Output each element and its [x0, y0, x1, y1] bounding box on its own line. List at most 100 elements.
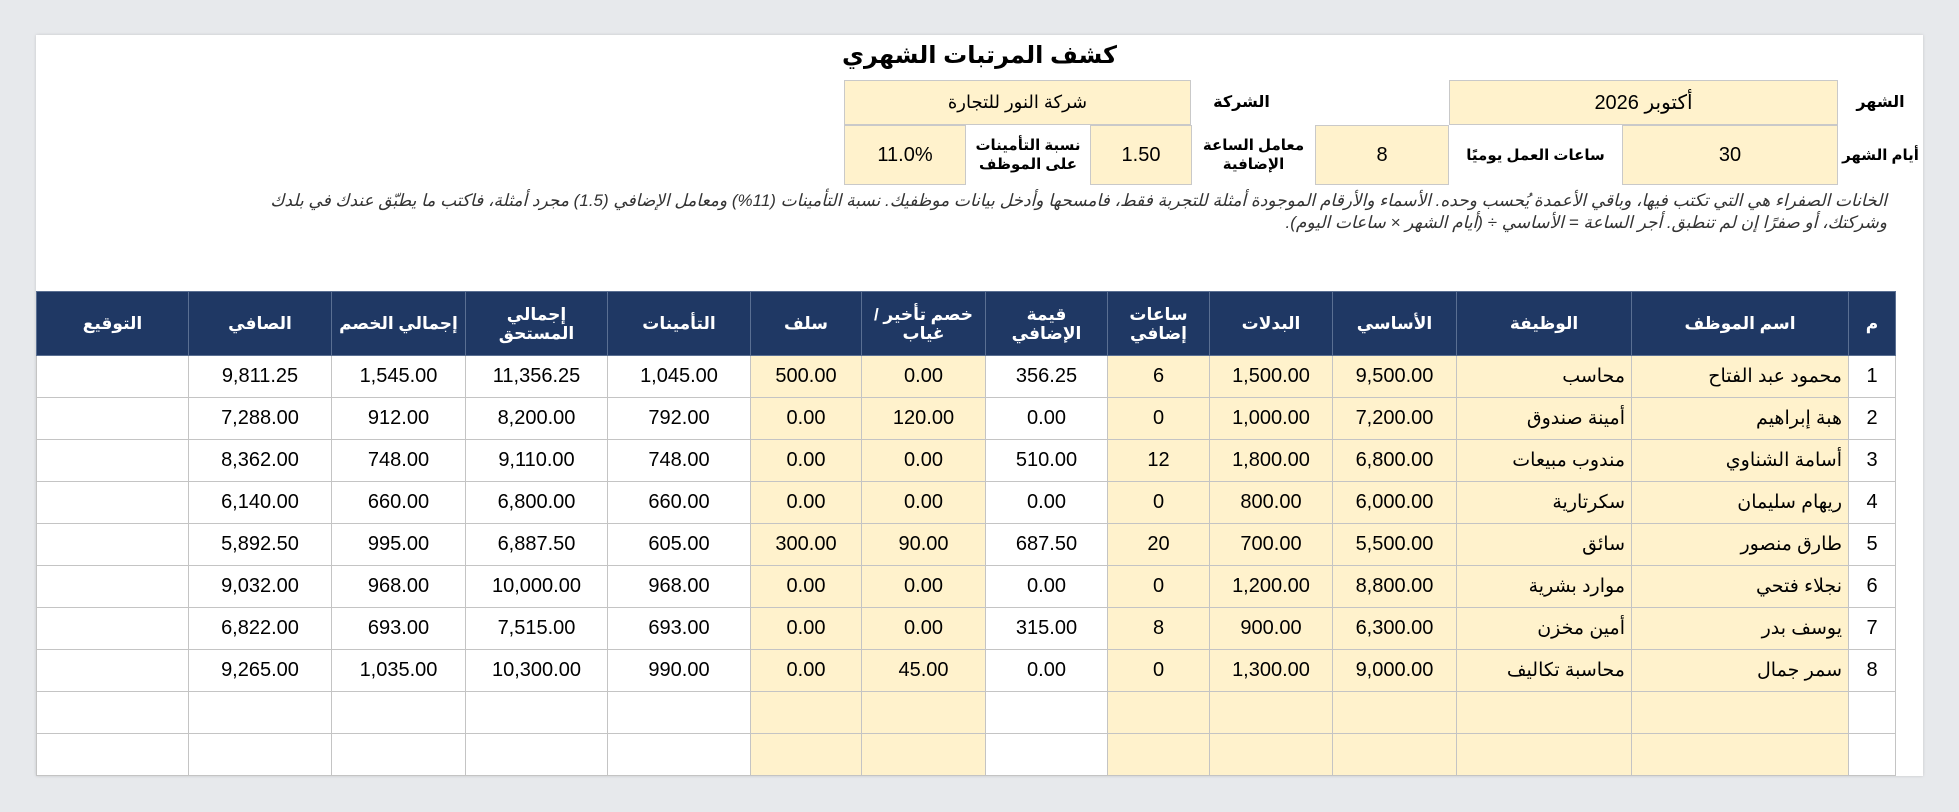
cell-ot-hours[interactable]: 0 — [1107, 397, 1210, 440]
insurance-rate-input[interactable]: 11.0% — [844, 125, 966, 185]
cell-signature[interactable] — [36, 733, 189, 776]
cell-allowances[interactable]: 800.00 — [1209, 481, 1333, 524]
cell-signature[interactable] — [36, 565, 189, 608]
cell-job[interactable]: مندوب مبيعات — [1456, 439, 1632, 482]
cell-total-deduction: 968.00 — [331, 565, 466, 608]
cell-ot-hours[interactable] — [1107, 691, 1210, 734]
hours-input[interactable]: 8 — [1315, 125, 1449, 185]
cell-job[interactable]: سكرتارية — [1456, 481, 1632, 524]
col-header-net: الصافي — [188, 291, 332, 356]
cell-basic[interactable]: 5,500.00 — [1332, 523, 1457, 566]
cell-job[interactable] — [1456, 691, 1632, 734]
cell-late-deduction[interactable] — [861, 733, 986, 776]
cell-job[interactable]: محاسب — [1456, 355, 1632, 398]
cell-job[interactable]: أمين مخزن — [1456, 607, 1632, 650]
overtime-factor-input[interactable]: 1.50 — [1090, 125, 1192, 185]
cell-allowances[interactable]: 900.00 — [1209, 607, 1333, 650]
cell-name[interactable]: أسامة الشناوي — [1631, 439, 1849, 482]
cell-total-deduction: 912.00 — [331, 397, 466, 440]
cell-ot-hours[interactable]: 6 — [1107, 355, 1210, 398]
cell-ot-hours[interactable]: 0 — [1107, 565, 1210, 608]
cell-basic[interactable]: 7,200.00 — [1332, 397, 1457, 440]
cell-late-deduction[interactable]: 0.00 — [861, 607, 986, 650]
cell-basic[interactable]: 9,000.00 — [1332, 649, 1457, 692]
cell-advances[interactable]: 0.00 — [750, 607, 862, 650]
cell-basic[interactable] — [1332, 691, 1457, 734]
cell-insurance: 1,045.00 — [607, 355, 751, 398]
cell-basic[interactable]: 8,800.00 — [1332, 565, 1457, 608]
payroll-table: م اسم الموظف الوظيفة الأساسي البدلات ساع… — [36, 291, 1896, 776]
cell-name[interactable] — [1631, 733, 1849, 776]
cell-late-deduction[interactable]: 90.00 — [861, 523, 986, 566]
cell-advances[interactable] — [750, 733, 862, 776]
cell-name[interactable]: يوسف بدر — [1631, 607, 1849, 650]
cell-allowances[interactable] — [1209, 733, 1333, 776]
cell-name[interactable]: هبة إبراهيم — [1631, 397, 1849, 440]
cell-ot-value: 0.00 — [985, 649, 1108, 692]
cell-ot-hours[interactable]: 20 — [1107, 523, 1210, 566]
cell-name[interactable]: محمود عبد الفتاح — [1631, 355, 1849, 398]
cell-signature[interactable] — [36, 439, 189, 482]
cell-job[interactable]: موارد بشرية — [1456, 565, 1632, 608]
cell-allowances[interactable]: 1,500.00 — [1209, 355, 1333, 398]
cell-late-deduction[interactable] — [861, 691, 986, 734]
cell-advances[interactable]: 500.00 — [750, 355, 862, 398]
cell-ot-hours[interactable]: 12 — [1107, 439, 1210, 482]
cell-advances[interactable]: 0.00 — [750, 439, 862, 482]
cell-basic[interactable]: 6,300.00 — [1332, 607, 1457, 650]
cell-allowances[interactable]: 1,800.00 — [1209, 439, 1333, 482]
company-label: الشركة — [1213, 94, 1270, 111]
cell-ot-value — [985, 691, 1108, 734]
table-row: 5 طارق منصور سائق 5,500.00 700.00 20 687.50 90.… — [36, 523, 1896, 566]
cell-signature[interactable] — [36, 397, 189, 440]
cell-basic[interactable] — [1332, 733, 1457, 776]
cell-signature[interactable] — [36, 649, 189, 692]
cell-allowances[interactable]: 1,200.00 — [1209, 565, 1333, 608]
cell-basic[interactable]: 9,500.00 — [1332, 355, 1457, 398]
cell-advances[interactable] — [750, 691, 862, 734]
cell-insurance: 660.00 — [607, 481, 751, 524]
cell-signature[interactable] — [36, 481, 189, 524]
cell-ot-hours[interactable] — [1107, 733, 1210, 776]
month-input[interactable]: أكتوبر 2026 — [1449, 80, 1838, 125]
cell-advances[interactable]: 300.00 — [750, 523, 862, 566]
cell-advances[interactable]: 0.00 — [750, 397, 862, 440]
cell-signature[interactable] — [36, 607, 189, 650]
cell-name[interactable]: نجلاء فتحي — [1631, 565, 1849, 608]
cell-late-deduction[interactable]: 45.00 — [861, 649, 986, 692]
cell-ot-hours[interactable]: 0 — [1107, 481, 1210, 524]
cell-ot-hours[interactable]: 0 — [1107, 649, 1210, 692]
cell-allowances[interactable]: 700.00 — [1209, 523, 1333, 566]
cell-name[interactable]: سمر جمال — [1631, 649, 1849, 692]
cell-advances[interactable]: 0.00 — [750, 649, 862, 692]
cell-late-deduction[interactable]: 0.00 — [861, 565, 986, 608]
cell-late-deduction[interactable]: 0.00 — [861, 355, 986, 398]
days-input[interactable]: 30 — [1622, 125, 1838, 185]
insurance-rate-label: نسبة التأمينات على الموظف — [975, 137, 1081, 173]
cell-ot-hours[interactable]: 8 — [1107, 607, 1210, 650]
cell-basic[interactable]: 6,800.00 — [1332, 439, 1457, 482]
cell-basic[interactable]: 6,000.00 — [1332, 481, 1457, 524]
cell-late-deduction[interactable]: 0.00 — [861, 481, 986, 524]
cell-job[interactable]: سائق — [1456, 523, 1632, 566]
cell-allowances[interactable] — [1209, 691, 1333, 734]
cell-net: 8,362.00 — [188, 439, 332, 482]
cell-job[interactable]: أمينة صندوق — [1456, 397, 1632, 440]
cell-advances[interactable]: 0.00 — [750, 565, 862, 608]
cell-allowances[interactable]: 1,000.00 — [1209, 397, 1333, 440]
cell-signature[interactable] — [36, 691, 189, 734]
company-input[interactable]: شركة النور للتجارة — [844, 80, 1191, 125]
cell-job[interactable] — [1456, 733, 1632, 776]
cell-late-deduction[interactable]: 120.00 — [861, 397, 986, 440]
cell-late-deduction[interactable]: 0.00 — [861, 439, 986, 482]
cell-allowances[interactable]: 1,300.00 — [1209, 649, 1333, 692]
cell-name[interactable]: ريهام سليمان — [1631, 481, 1849, 524]
cell-job[interactable]: محاسبة تكاليف — [1456, 649, 1632, 692]
cell-advances[interactable]: 0.00 — [750, 481, 862, 524]
cell-name[interactable] — [1631, 691, 1849, 734]
cell-name[interactable]: طارق منصور — [1631, 523, 1849, 566]
cell-signature[interactable] — [36, 355, 189, 398]
month-label: الشهر — [1856, 94, 1905, 111]
cell-signature[interactable] — [36, 523, 189, 566]
cell-total-due: 6,887.50 — [465, 523, 608, 566]
